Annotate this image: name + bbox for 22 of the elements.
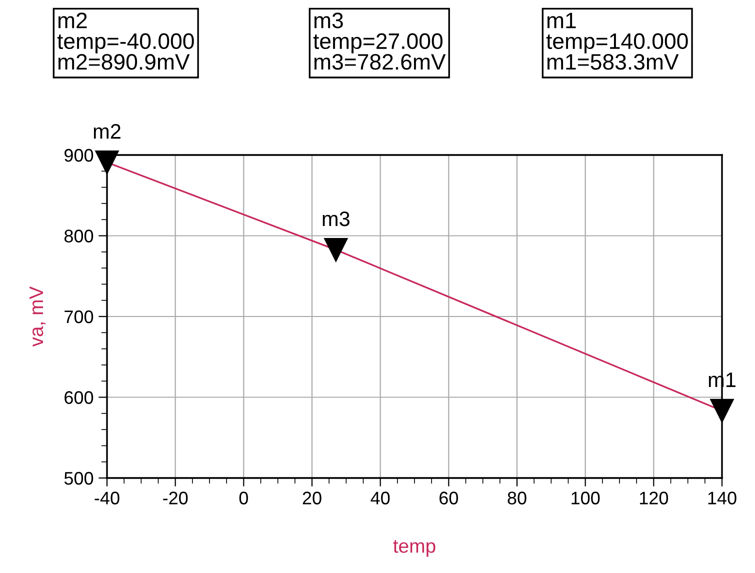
text: m1 temp=140.000 m1=583.3mV — [546, 12, 688, 70]
y-tick-label: 500 — [64, 472, 94, 485]
y-tick-label: 800 — [64, 230, 94, 242]
x-tick-label: 100 — [572, 492, 600, 504]
x-tick-label: 60 — [440, 492, 458, 504]
x-tick-label: 120 — [640, 492, 668, 504]
x-tick-label: -40 — [94, 492, 120, 504]
x-tick-label: 40 — [370, 492, 390, 504]
annotation: m2 — [94, 124, 120, 139]
x-axis-title: temp — [393, 540, 436, 557]
x-tick-label: -20 — [163, 492, 188, 504]
y-tick-label: 900 — [64, 148, 94, 162]
y-tick-label: 700 — [64, 310, 94, 324]
y-axis-title: va, mV — [30, 286, 46, 347]
text: m3 temp=27.000 m3=782.6mV — [313, 12, 446, 70]
x-tick-label: 140 — [708, 492, 736, 504]
x-tick-label: 0 — [239, 492, 248, 504]
annotation: m3 — [322, 211, 350, 226]
x-tick-label: 80 — [508, 492, 526, 504]
text: m2 temp=-40.000 m2=890.9mV — [57, 12, 194, 70]
x-tick-label: 20 — [302, 492, 322, 504]
y-tick-label: 600 — [64, 391, 94, 404]
